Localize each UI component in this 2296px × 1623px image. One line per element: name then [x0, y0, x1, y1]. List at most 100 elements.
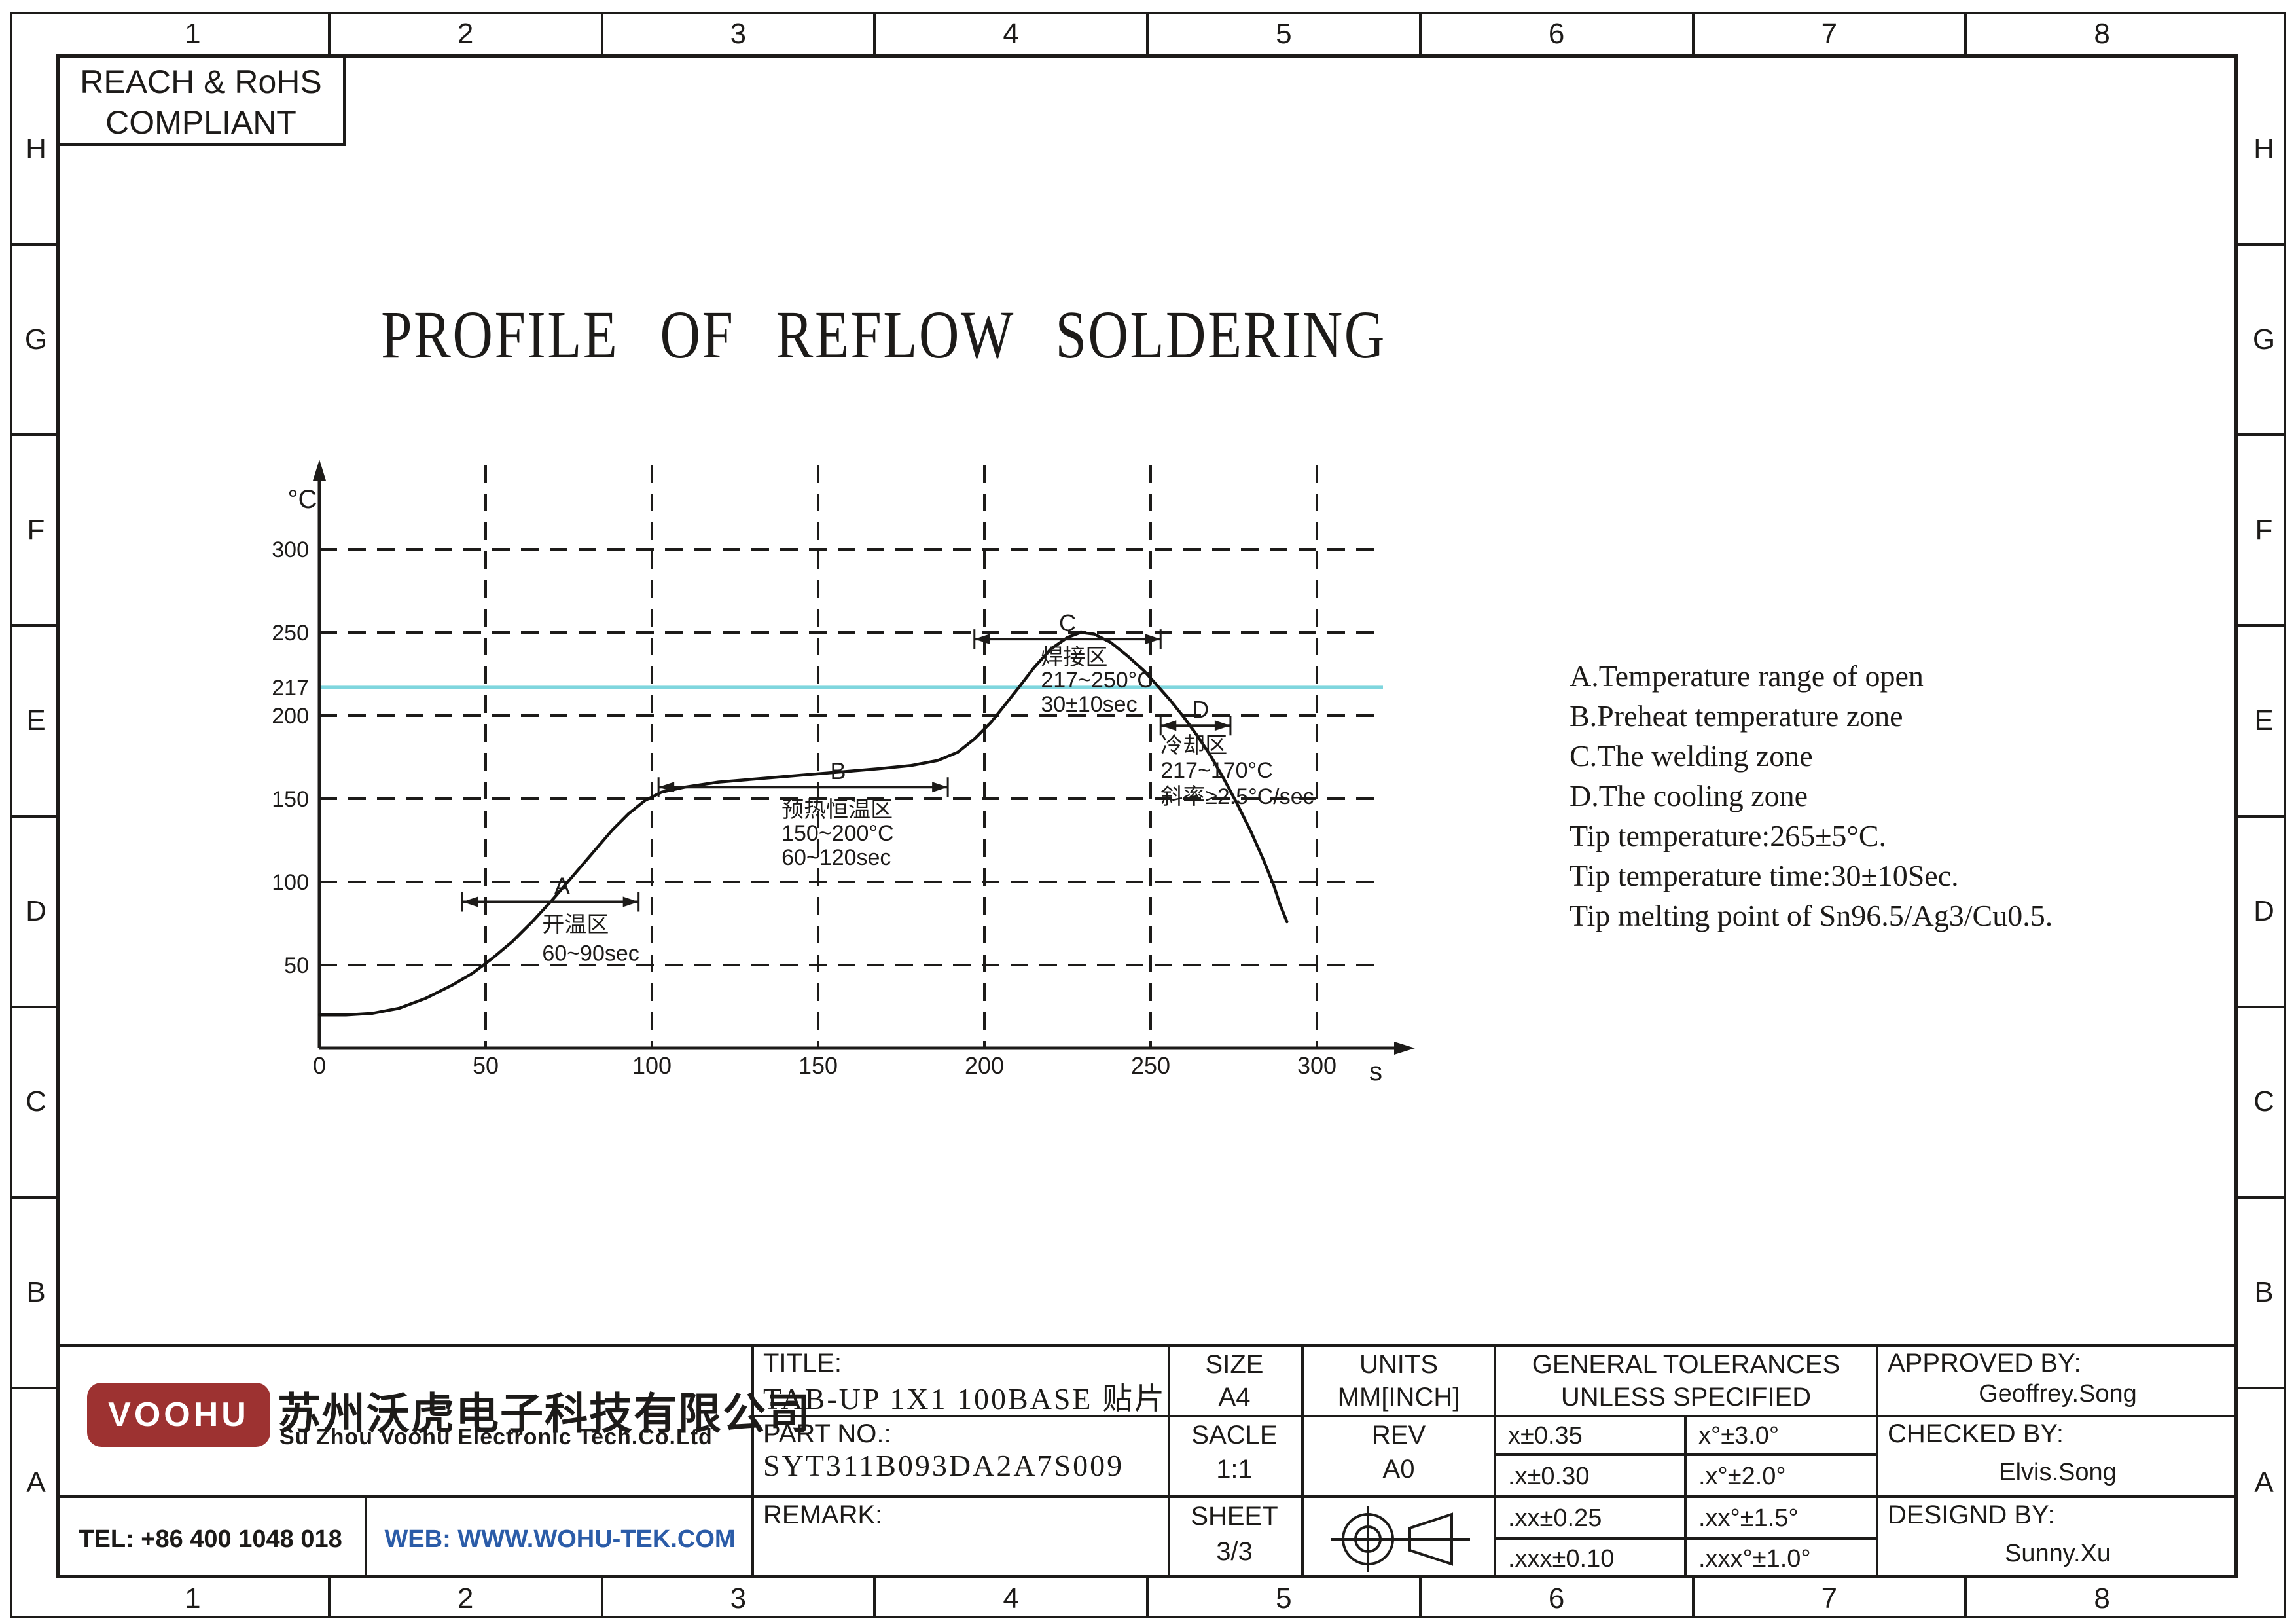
size-label: SIZE: [1205, 1350, 1264, 1379]
note-line: C.The welding zone: [1570, 739, 1813, 773]
grid-ref-tick-top: [600, 12, 603, 54]
zone-D-text-line: 冷却区: [1160, 733, 1227, 758]
y-tick-label: 217: [272, 676, 309, 701]
grid-ref-col-5-top: 5: [1276, 18, 1292, 50]
sheet-label: SHEET: [1191, 1502, 1278, 1531]
note-line: Tip temperature:265±5°C.: [1570, 819, 1887, 852]
tolerance-linear: .x±0.30: [1508, 1463, 1590, 1490]
grid-ref-tick-bottom: [600, 1578, 603, 1618]
grid-ref-row-C-left: C: [26, 1085, 46, 1118]
title-value: TAB-UP 1X1 100BASE 贴片: [763, 1382, 1167, 1415]
x-tick-label: 150: [798, 1052, 838, 1079]
part-no-label: PART NO.:: [763, 1419, 891, 1448]
grid-ref-tick-right: [2238, 624, 2286, 627]
y-tick-label: 150: [272, 787, 309, 812]
grid-ref-col-1-top: 1: [185, 18, 201, 50]
zone-D-label: D: [1192, 696, 1209, 723]
title-block-line: [1494, 1344, 1496, 1578]
zone-D-arrowhead-right: [1214, 720, 1230, 731]
grid-ref-col-4-top: 4: [1003, 18, 1019, 50]
grid-ref-tick-right: [2238, 1386, 2286, 1389]
zone-A-label: A: [554, 872, 570, 899]
temperature-profile-curve: [317, 630, 1289, 1017]
grid-ref-tick-bottom: [1146, 1578, 1149, 1618]
company-logo-text: VOOHU: [108, 1396, 249, 1434]
grid-ref-tick-right: [2238, 243, 2286, 246]
grid-ref-col-2-bottom: 2: [457, 1582, 474, 1614]
grid-ref-tick-bottom: [873, 1578, 876, 1618]
tolerances-header-line2: UNLESS SPECIFIED: [1560, 1383, 1812, 1412]
designed-by-name: Sunny.Xu: [2005, 1540, 2111, 1567]
tolerance-linear: .xxx±0.10: [1508, 1545, 1615, 1573]
zone-C-text-line: 焊接区: [1041, 645, 1107, 670]
x-axis-arrow: [1394, 1042, 1415, 1055]
grid-ref-tick-bottom: [1418, 1578, 1422, 1618]
zone-D-text-line: 斜率≥2.5°C/sec: [1160, 784, 1314, 809]
scale-label: SACLE: [1191, 1421, 1278, 1450]
y-tick-label: 250: [272, 621, 309, 646]
title-block-line: [751, 1344, 754, 1578]
company-logo: VOOHU: [87, 1383, 270, 1447]
grid-ref-tick-top: [1691, 12, 1695, 54]
grid-ref-tick-left: [10, 814, 56, 818]
title-block-line: [1684, 1415, 1687, 1578]
grid-ref-col-6-bottom: 6: [1548, 1582, 1565, 1614]
notes-block: A.Temperature range of open B.Preheat te…: [1570, 656, 2053, 936]
checked-by-label: CHECKED BY:: [1888, 1419, 2064, 1448]
tolerance-linear: x±0.35: [1508, 1422, 1583, 1450]
x-tick-label: 0: [313, 1052, 326, 1079]
tolerance-angular: x°±3.0°: [1698, 1422, 1780, 1450]
note-line: Tip temperature time:30±10Sec.: [1570, 859, 1959, 892]
approved-by-name: Geoffrey.Song: [1979, 1380, 2137, 1408]
title-block-line: [56, 1344, 2238, 1347]
title-block-line: [56, 1575, 2238, 1578]
zone-B-text-line: 60~120sec: [781, 845, 891, 870]
grid-ref-row-F-right: F: [2255, 513, 2273, 546]
grid-ref-tick-right: [2238, 433, 2286, 437]
designed-by-label: DESIGND BY:: [1888, 1501, 2055, 1529]
note-line: Tip melting point of Sn96.5/Ag3/Cu0.5.: [1570, 899, 2053, 932]
reflow-soldering-profile-chart: °C s 50 100 150 200 217 250 300 0 50 100 150 200 250 30…: [272, 460, 1415, 1086]
grid-ref-row-E-right: E: [2254, 704, 2274, 737]
title-block-line: [56, 1495, 2238, 1498]
grid-ref-row-H-left: H: [26, 132, 46, 165]
zone-C-text-line: 217~250°C: [1041, 668, 1153, 693]
part-no-value: SYT311B093DA2A7S009: [763, 1449, 1124, 1482]
grid-ref-tick-left: [10, 243, 56, 246]
tolerance-angular: .x°±2.0°: [1698, 1463, 1786, 1490]
zone-B-text-line: 150~200°C: [781, 821, 893, 846]
grid-ref-row-H-right: H: [2253, 132, 2274, 165]
grid-ref-tick-right: [2238, 814, 2286, 818]
zone-C-arrowhead-left: [974, 634, 990, 645]
zone-A-arrowhead-right: [622, 896, 639, 907]
zone-B-arrowhead-left: [658, 782, 675, 793]
grid-ref-tick-right: [2238, 1195, 2286, 1199]
grid-ref-col-8-bottom: 8: [2094, 1582, 2110, 1614]
title-block-line: [365, 1495, 367, 1578]
zone-B-label: B: [830, 757, 846, 784]
checked-by-name: Elvis.Song: [1999, 1459, 2117, 1486]
tolerance-angular: .xxx°±1.0°: [1698, 1545, 1811, 1573]
rev-value: A0: [1382, 1455, 1415, 1484]
grid-ref-col-8-top: 8: [2094, 18, 2110, 50]
scale-value: 1:1: [1216, 1455, 1253, 1484]
grid-ref-col-7-bottom: 7: [1821, 1582, 1838, 1614]
grid-ref-tick-bottom: [327, 1578, 331, 1618]
size-value: A4: [1218, 1383, 1251, 1412]
grid-ref-tick-left: [10, 1005, 56, 1008]
grid-ref-row-A-right: A: [2254, 1467, 2274, 1499]
zone-A-text-line: 开温区: [542, 912, 609, 937]
grid-ref-tick-top: [327, 12, 331, 54]
drawing-title: PROFILE OF REFLOW SOLDERING: [381, 297, 1386, 373]
zone-D-arrowhead-left: [1160, 720, 1177, 731]
x-tick-label: 250: [1131, 1052, 1170, 1079]
title-block-line: [1301, 1344, 1304, 1578]
rev-label: REV: [1371, 1421, 1426, 1450]
zone-C-arrowhead-right: [1145, 634, 1161, 645]
tolerance-angular: .xx°±1.5°: [1698, 1504, 1799, 1532]
grid-ref-tick-top: [873, 12, 876, 54]
grid-ref-row-G-right: G: [2252, 323, 2276, 356]
approved-by-label: APPROVED BY:: [1888, 1349, 2081, 1377]
grid-ref-col-1-bottom: 1: [185, 1582, 201, 1614]
